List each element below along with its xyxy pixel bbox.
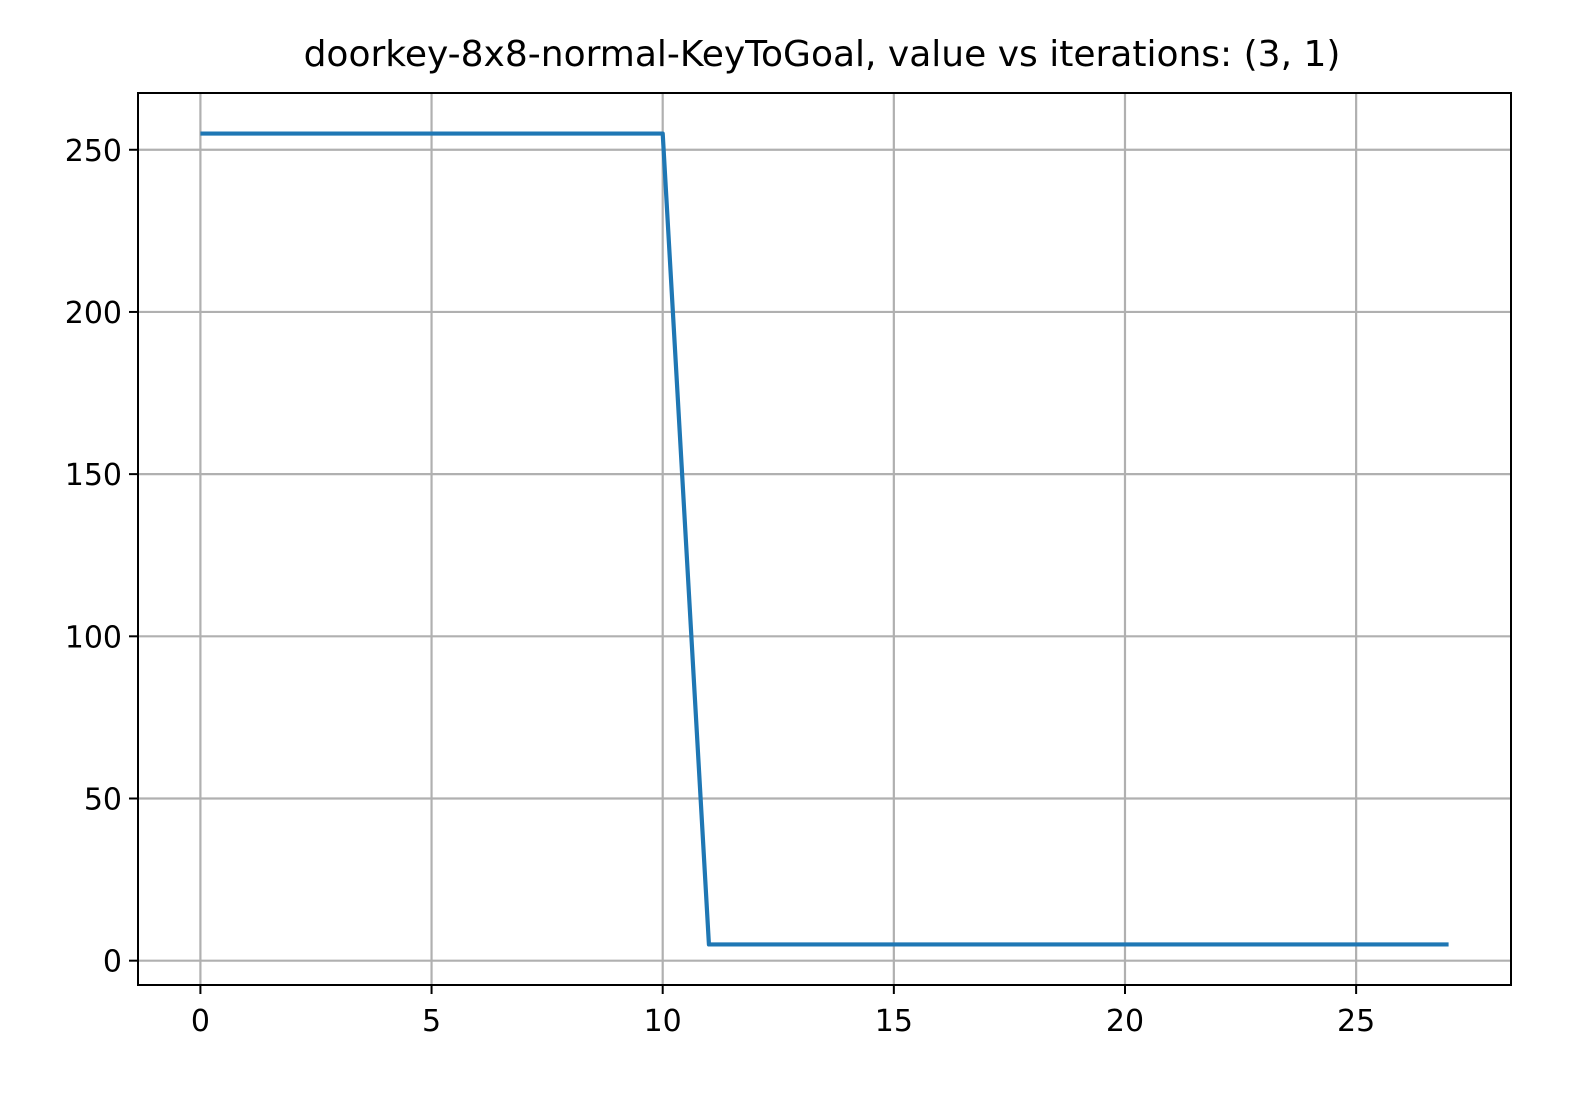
x-tick-label: 15 xyxy=(875,1004,913,1039)
y-axis: 0 50 100 150 200 250 xyxy=(65,134,138,980)
axes-frame xyxy=(137,92,1512,986)
y-tick-label: 100 xyxy=(65,620,122,655)
y-tick-label: 150 xyxy=(65,458,122,493)
x-tick-label: 25 xyxy=(1337,1004,1375,1039)
x-tick-label: 0 xyxy=(191,1004,210,1039)
chart-title: doorkey-8x8-normal-KeyToGoal, value vs i… xyxy=(304,34,1341,75)
y-tick-label: 50 xyxy=(84,782,122,817)
series-layer xyxy=(200,131,1449,947)
x-axis: 0 5 10 15 20 25 xyxy=(191,985,1375,1039)
x-tick-label: 5 xyxy=(422,1004,441,1039)
x-tick-label: 10 xyxy=(644,1004,682,1039)
grid xyxy=(138,93,1511,985)
y-tick-label: 200 xyxy=(65,296,122,331)
series-line xyxy=(200,131,1449,947)
y-tick-label: 0 xyxy=(103,945,122,980)
x-tick-label: 20 xyxy=(1106,1004,1144,1039)
y-tick-label: 250 xyxy=(65,134,122,169)
